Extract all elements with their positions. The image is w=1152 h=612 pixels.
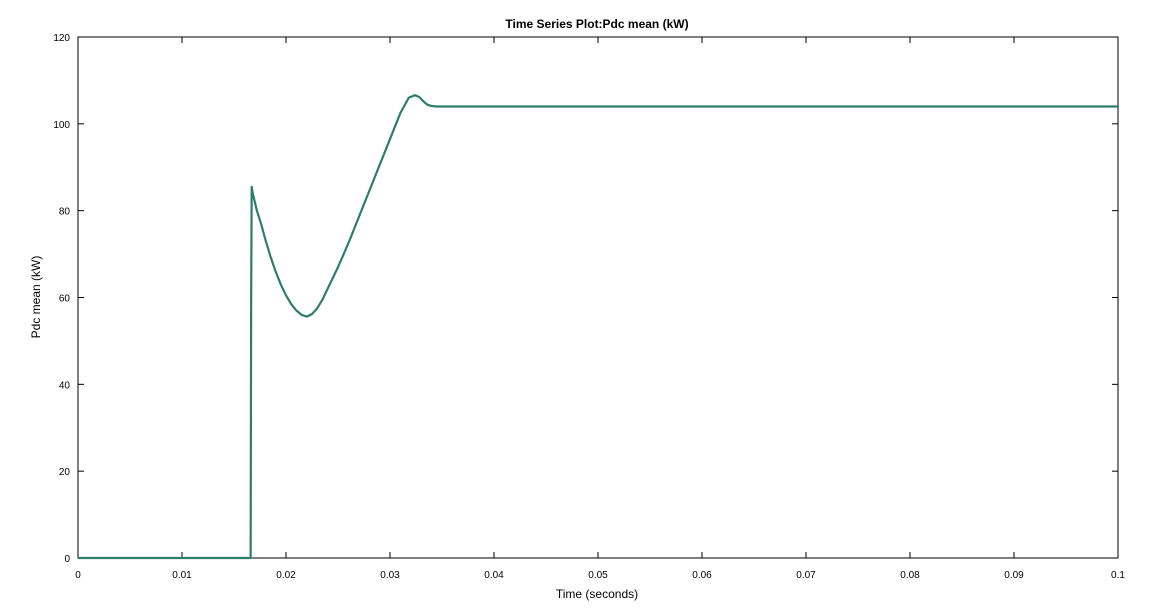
y-tick-label-1: 20 [59,467,71,478]
y-tick-label-0: 0 [64,554,70,565]
plot-area-frame [77,36,1119,559]
x-tick-label-7: 0.07 [796,570,816,581]
x-tick-label-5: 0.05 [588,570,608,581]
x-tick-label-9: 0.09 [1004,570,1024,581]
y-tick-label-4: 80 [59,207,71,218]
y-axis-label: Pdc mean (kW) [29,256,43,339]
x-tick-label-4: 0.04 [484,570,504,581]
x-tick-label-6: 0.06 [692,570,712,581]
series-lines [78,94,1118,560]
axis-ticks: 0 0.01 0.02 0.03 0.04 0.05 0.06 0.07 0.08 0.09 0.1… [53,33,1125,581]
series-line-0 [78,94,1118,560]
x-tick-label-2: 0.02 [276,570,296,581]
y-tick-label-2: 40 [59,380,71,391]
y-tick-label-6: 120 [53,33,70,44]
y-tick-label-3: 60 [59,294,71,305]
chart-title: Time Series Plot:Pdc mean (kW) [505,17,688,31]
y-tick-label-5: 100 [53,120,70,131]
x-tick-label-3: 0.03 [380,570,400,581]
x-tick-label-1: 0.01 [172,570,192,581]
x-tick-label-0: 0 [75,570,81,581]
x-tick-label-8: 0.08 [900,570,920,581]
x-axis-label: Time (seconds) [556,587,638,601]
x-tick-label-10: 0.1 [1111,570,1125,581]
